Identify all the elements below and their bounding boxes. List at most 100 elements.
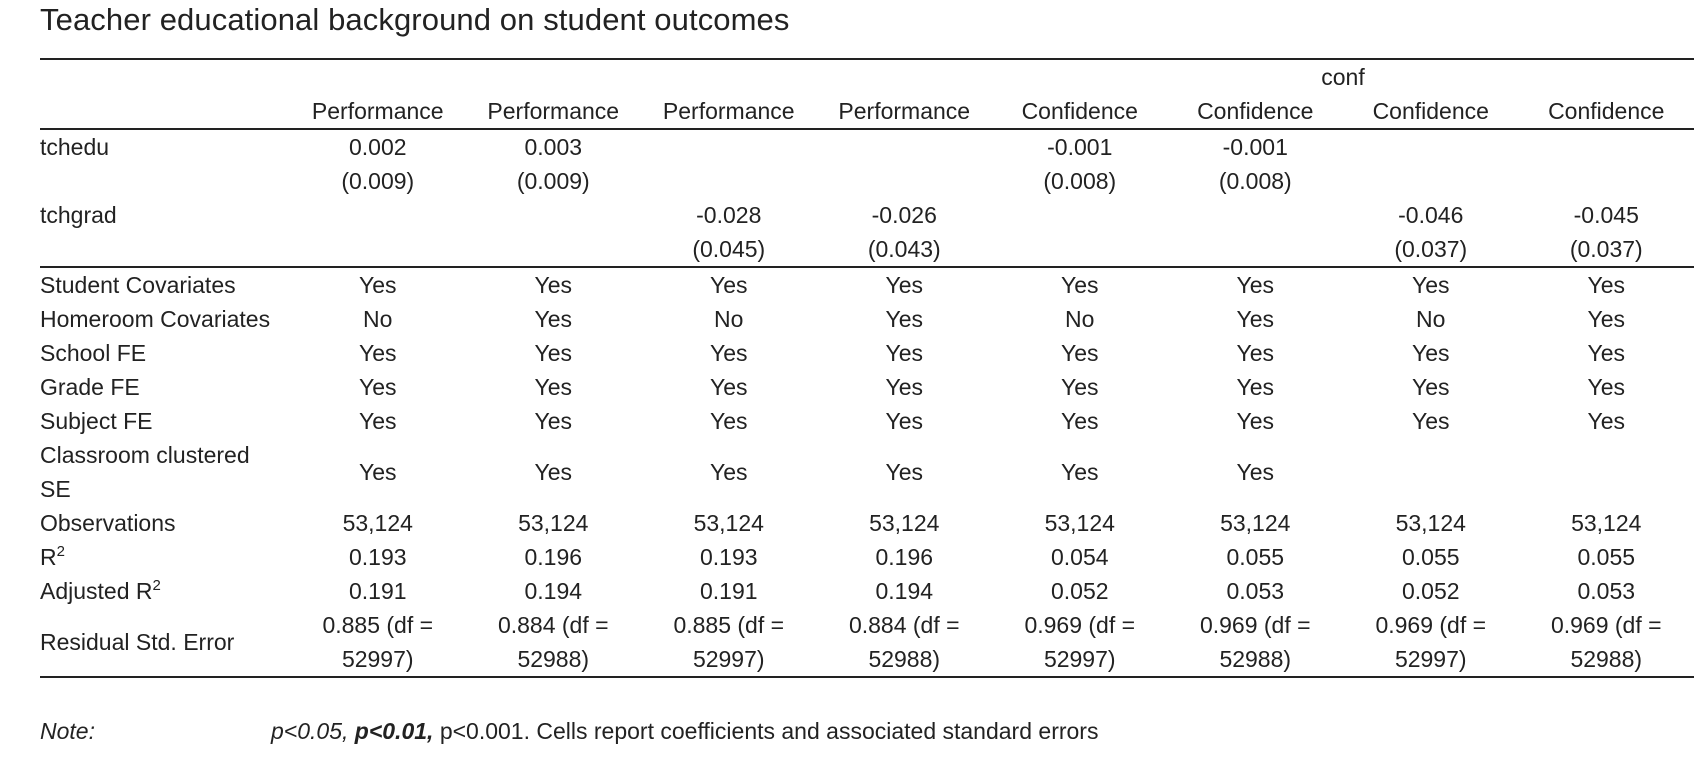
table-cell: No (714, 306, 744, 332)
table-row-homeroom-covariates: Homeroom Covariates No Yes No Yes No Yes… (40, 302, 1694, 336)
row-label: Residual Std. Error (40, 608, 290, 678)
coef-cell: 0.003 (524, 134, 583, 160)
table-cell: Yes (1587, 408, 1626, 434)
table-cell: 0.194 (875, 578, 934, 604)
coef-cell: -0.001 (1047, 134, 1113, 160)
column-header: Confidence (992, 94, 1168, 130)
table-cell: No (1416, 306, 1446, 332)
table-cell: 0.191 (348, 578, 407, 604)
se-cell (992, 232, 1168, 267)
table-cell: 0.194 (524, 578, 583, 604)
table-cell: Yes (1236, 459, 1275, 485)
table-row-r2: R2 0.193 0.196 0.193 0.196 0.054 0.055 0… (40, 540, 1694, 574)
coef-cell (1343, 129, 1519, 164)
se-cell (641, 164, 817, 198)
table-row-tchedu-coef: tchedu 0.002 0.003 -0.001 -0.001 (40, 129, 1694, 164)
table-cell: 0.191 (699, 578, 758, 604)
table-cell: Yes (465, 266, 641, 302)
table-cell: Yes (709, 459, 748, 485)
table-cell: 0.969 (df = 52997) (992, 608, 1168, 678)
coef-cell: 0.002 (348, 134, 407, 160)
table-cell: Yes (358, 408, 397, 434)
note-text: p<0.05, p<0.01, p<0.001. Cells report co… (271, 714, 1098, 748)
se-cell: (0.009) (341, 168, 415, 194)
table-cell: Yes (1518, 266, 1694, 302)
table-cell: 53,124 (1571, 510, 1642, 536)
table-cell: Yes (1060, 459, 1099, 485)
table-cell: Yes (534, 340, 573, 366)
se-cell: (0.045) (692, 236, 766, 262)
table-cell: 53,124 (518, 510, 589, 536)
table-cell: Yes (290, 266, 466, 302)
table-cell: 0.196 (875, 544, 934, 570)
table-cell: Yes (1236, 306, 1275, 332)
note-p0001: p<0.001. Cells report coefficients and a… (439, 718, 1099, 744)
table-row-observations: Observations 53,124 53,124 53,124 53,124… (40, 506, 1694, 540)
table-row-adj-r2: Adjusted R2 0.191 0.194 0.191 0.194 0.05… (40, 574, 1694, 608)
table-cell: Yes (1587, 374, 1626, 400)
table-cell: Yes (709, 408, 748, 434)
table-cell: Yes (1587, 306, 1626, 332)
table-cell: 0.969 (df = 52988) (1518, 608, 1694, 678)
row-label: Homeroom Covariates (40, 306, 271, 332)
table-cell: 53,124 (1044, 510, 1115, 536)
table-cell: 0.055 (1401, 544, 1460, 570)
coef-cell: -0.026 (871, 202, 937, 228)
table-cell: 0.196 (524, 544, 583, 570)
coef-cell: -0.001 (1222, 134, 1288, 160)
table-cell: 0.052 (1401, 578, 1460, 604)
coef-cell (1168, 198, 1344, 232)
se-cell (290, 232, 466, 267)
se-cell: (0.043) (867, 236, 941, 262)
table-cell: 0.055 (1577, 544, 1636, 570)
table-cell: Yes (641, 266, 817, 302)
row-label: School FE (40, 340, 147, 366)
table-cell: 53,124 (1395, 510, 1466, 536)
table-cell: Yes (1060, 408, 1099, 434)
table-cell: 53,124 (869, 510, 940, 536)
row-label-adj-r2: Adjusted R2 (40, 577, 161, 604)
table-row-tchedu-se: (0.009) (0.009) (0.008) (0.008) (40, 164, 1694, 198)
table-cell: No (1065, 306, 1095, 332)
column-header: Confidence (1343, 94, 1519, 130)
coef-cell (992, 198, 1168, 232)
table-cell: Yes (1060, 340, 1099, 366)
coef-cell (290, 198, 466, 232)
se-cell: (0.008) (1043, 168, 1117, 194)
table-cell: Yes (1167, 266, 1343, 302)
row-label: Subject FE (40, 408, 153, 434)
row-label: Grade FE (40, 374, 140, 400)
column-header: Performance (290, 94, 466, 130)
table-cell: 0.884 (df = 52988) (816, 608, 992, 678)
note-p005: p<0.05, (271, 718, 349, 744)
se-cell (817, 164, 993, 198)
column-header-row: Performance Performance Performance Perf… (40, 94, 1694, 130)
table-cell: Yes (709, 374, 748, 400)
row-label: Observations (40, 510, 176, 536)
table-row-clustered-se: Classroom clustered SE Yes Yes Yes Yes Y… (40, 438, 1694, 506)
table-cell: Yes (709, 340, 748, 366)
se-cell: (0.037) (1394, 236, 1468, 262)
group-header-conf: conf (1321, 64, 1365, 90)
table-cell: 0.193 (699, 544, 758, 570)
table-cell: 53,124 (693, 510, 764, 536)
note-p001: p<0.01, (354, 718, 434, 744)
table-cell: Yes (1411, 340, 1450, 366)
table-cell: Yes (1411, 374, 1450, 400)
table-cell: Yes (358, 374, 397, 400)
table-row-residual-se: Residual Std. Error 0.885 (df = 52997) 0… (40, 608, 1694, 678)
table-cell: Yes (534, 374, 573, 400)
table-cell: 0.885 (df = 52997) (290, 608, 466, 678)
table-cell: Yes (885, 459, 924, 485)
table-cell: 53,124 (1220, 510, 1291, 536)
table-cell: Yes (1060, 374, 1099, 400)
table-cell: Yes (885, 408, 924, 434)
row-label-tchedu: tchedu (40, 134, 110, 160)
row-label-tchgrad: tchgrad (40, 202, 117, 228)
column-header: Confidence (1518, 94, 1694, 130)
note-label: Note: (40, 718, 95, 744)
coef-cell: -0.028 (696, 202, 762, 228)
coef-cell (466, 198, 642, 232)
table-cell: Yes (1343, 266, 1519, 302)
table-cell: 0.052 (1050, 578, 1109, 604)
